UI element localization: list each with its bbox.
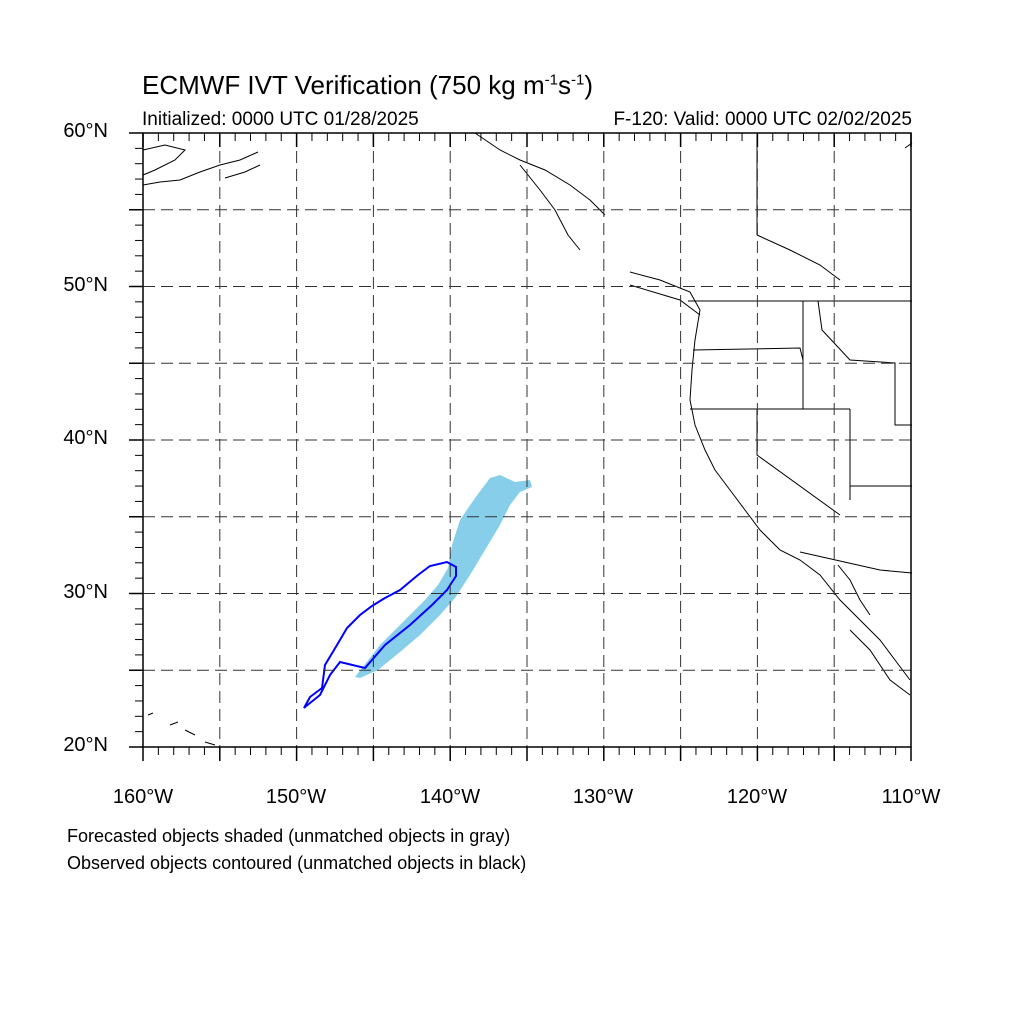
lat-label-40n: 40°N <box>63 427 108 449</box>
lon-label-150w: 150°W <box>265 786 327 808</box>
lat-label-50n: 50°N <box>63 274 108 296</box>
map-title: ECMWF IVT Verification (750 kg m-1s-1) <box>142 70 593 100</box>
lat-label-60n: 60°N <box>63 120 108 142</box>
lon-label-160w: 160°W <box>112 786 174 808</box>
lat-label-20n: 20°N <box>63 734 108 756</box>
lon-label-110w: 110°W <box>881 786 941 808</box>
legend-forecast-note: Forecasted objects shaded (unmatched obj… <box>67 826 511 846</box>
lat-label-30n: 30°N <box>63 581 108 603</box>
coastline-group <box>142 132 913 746</box>
map-frame <box>142 132 912 748</box>
axis-ticks <box>129 132 912 761</box>
forecast-ivt-object <box>355 475 532 678</box>
valid-time-label: F-120: Valid: 0000 UTC 02/02/2025 <box>613 109 912 130</box>
lon-label-120w: 120°W <box>726 786 788 808</box>
initialized-label: Initialized: 0000 UTC 01/28/2025 <box>142 109 419 130</box>
graticule <box>143 133 911 747</box>
lon-label-140w: 140°W <box>419 786 481 808</box>
legend-observed-note: Observed objects contoured (unmatched ob… <box>67 853 527 873</box>
observed-ivt-contour <box>303 560 457 709</box>
lon-label-130w: 130°W <box>572 786 634 808</box>
